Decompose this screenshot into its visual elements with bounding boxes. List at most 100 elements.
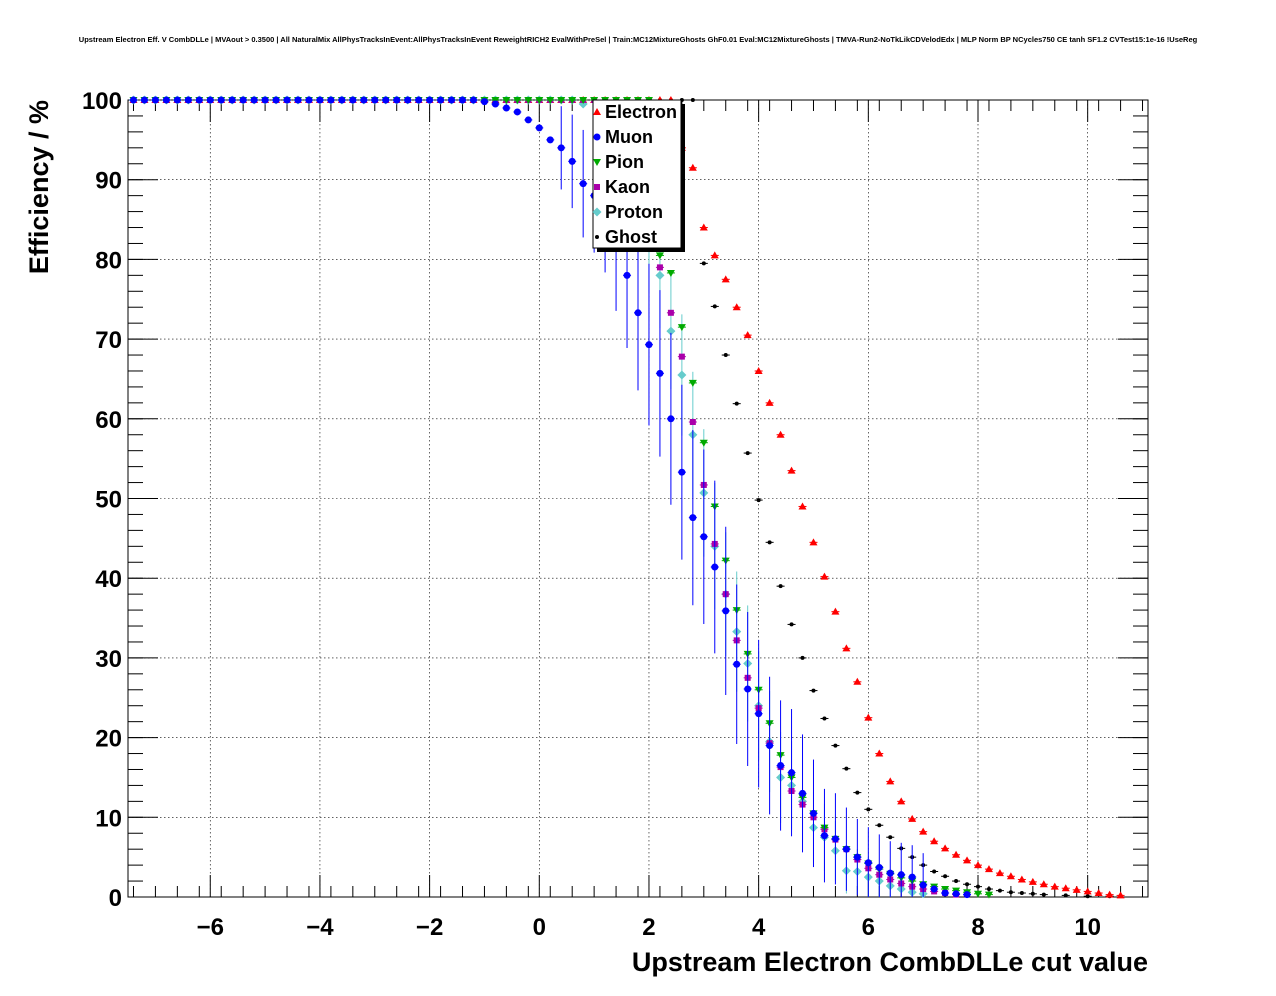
- legend-label: Ghost: [605, 227, 657, 247]
- data-point: [943, 874, 948, 879]
- data-point: [734, 401, 739, 406]
- data-point: [767, 540, 772, 545]
- data-point: [853, 677, 862, 685]
- data-point: [579, 180, 587, 188]
- data-point: [984, 865, 993, 873]
- data-point: [666, 326, 676, 336]
- data-point: [480, 98, 488, 106]
- data-point: [974, 890, 982, 898]
- data-point: [129, 96, 137, 104]
- legend-marker: [593, 159, 601, 166]
- data-point: [842, 644, 851, 652]
- data-point: [699, 439, 708, 447]
- data-point: [984, 891, 993, 899]
- data-point: [965, 882, 970, 887]
- data-point: [755, 710, 763, 718]
- data-point: [206, 96, 214, 104]
- data-point: [250, 96, 258, 104]
- data-point: [272, 96, 280, 104]
- data-point: [908, 873, 916, 881]
- data-point: [688, 379, 697, 387]
- data-point: [656, 264, 663, 271]
- data-point: [162, 96, 170, 104]
- y-tick-label: 90: [95, 168, 122, 195]
- data-point: [822, 716, 827, 721]
- x-tick-label: 8: [971, 914, 984, 941]
- data-point: [932, 869, 937, 874]
- legend-marker: [595, 235, 599, 239]
- data-point: [919, 827, 928, 835]
- data-point: [557, 97, 566, 104]
- y-tick-label: 0: [109, 885, 122, 912]
- y-tick-label: 10: [95, 805, 122, 832]
- data-point: [1008, 890, 1013, 895]
- data-point: [811, 688, 816, 693]
- legend: Electron Muon Pion Kaon Proton Ghost: [592, 99, 685, 252]
- data-point: [721, 275, 730, 283]
- data-point: [855, 790, 860, 795]
- data-point: [711, 563, 719, 571]
- data-point: [645, 341, 653, 349]
- data-point: [875, 749, 884, 757]
- data-point: [997, 888, 1002, 893]
- data-point: [919, 881, 927, 889]
- data-point: [954, 879, 959, 884]
- legend-label: Muon: [605, 127, 653, 147]
- y-axis-label: Efficiency / %: [24, 100, 54, 274]
- data-point: [765, 398, 774, 406]
- data-point: [777, 761, 785, 769]
- data-point: [789, 622, 794, 627]
- data-point: [744, 685, 752, 693]
- data-point: [886, 869, 894, 877]
- data-point: [701, 261, 706, 266]
- data-point: [766, 742, 774, 750]
- data-point: [888, 835, 893, 840]
- data-point: [754, 366, 763, 374]
- y-tick-label: 50: [95, 487, 122, 514]
- legend-label: Kaon: [605, 177, 650, 197]
- data-point: [787, 466, 796, 474]
- x-tick-label: 6: [862, 914, 875, 941]
- data-point: [689, 418, 696, 425]
- data-point: [360, 96, 368, 104]
- data-point: [897, 797, 906, 805]
- data-point: [491, 100, 499, 108]
- data-point: [1094, 889, 1103, 897]
- data-point: [1019, 891, 1024, 896]
- data-point: [1039, 880, 1048, 888]
- data-point: [140, 96, 148, 104]
- data-point: [184, 96, 192, 104]
- data-point: [798, 502, 807, 510]
- legend-marker: [592, 207, 602, 217]
- data-point: [745, 451, 750, 456]
- data-point: [800, 655, 805, 660]
- data-point: [404, 96, 412, 104]
- data-point: [820, 572, 829, 580]
- data-point: [173, 96, 181, 104]
- data-point: [788, 769, 796, 777]
- data-point: [228, 96, 236, 104]
- y-tick-label: 60: [95, 407, 122, 434]
- data-point: [535, 124, 543, 132]
- data-point: [952, 850, 961, 858]
- data-point: [1028, 877, 1037, 885]
- data-point: [294, 96, 302, 104]
- data-point: [690, 98, 695, 102]
- data-point: [666, 269, 675, 277]
- data-point: [831, 835, 839, 843]
- data-point: [700, 533, 708, 541]
- x-tick-label: 0: [533, 914, 546, 941]
- data-point: [712, 304, 717, 309]
- data-point: [678, 353, 685, 360]
- data-point: [426, 96, 434, 104]
- data-point: [930, 885, 938, 893]
- legend-marker: [594, 184, 600, 190]
- data-point: [864, 713, 873, 721]
- data-point: [743, 331, 752, 339]
- data-point: [546, 97, 555, 104]
- data-point: [908, 814, 917, 822]
- data-point: [535, 97, 544, 104]
- data-point: [393, 96, 401, 104]
- data-point: [415, 96, 423, 104]
